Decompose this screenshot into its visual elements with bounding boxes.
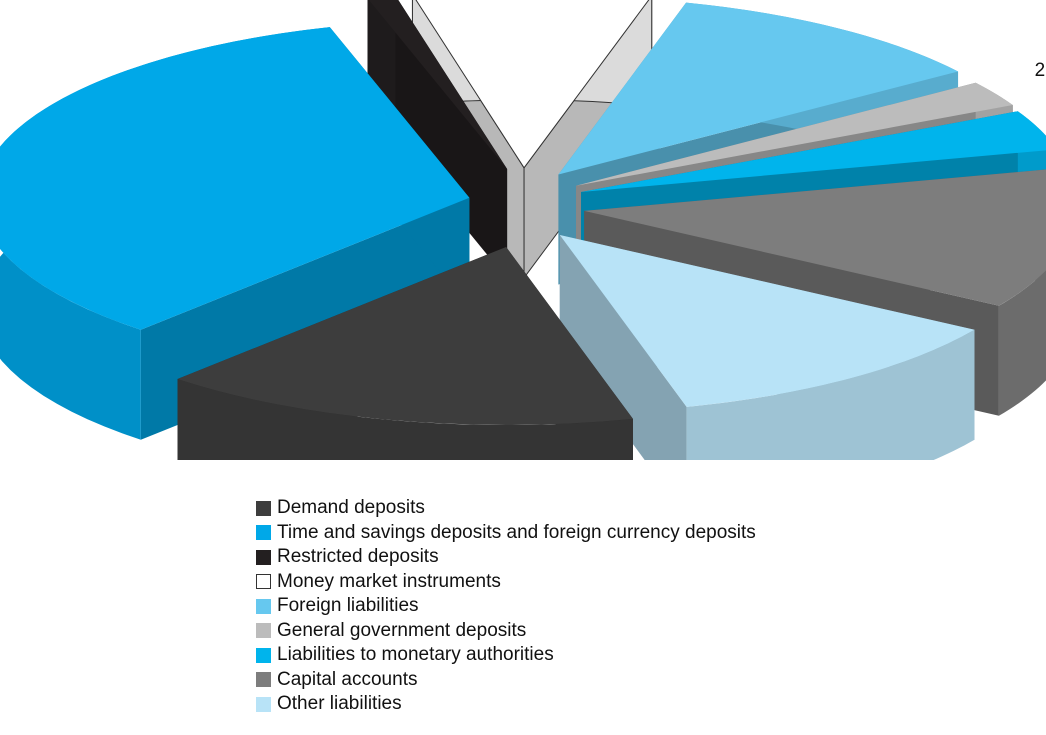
slice-other-liabilities (559, 234, 975, 460)
legend-label: Time and savings deposits and foreign cu… (277, 521, 756, 543)
legend-item-liabilities-to-monetary-authorities: Liabilities to monetary authorities (256, 643, 756, 668)
legend-label: Restricted deposits (277, 546, 439, 568)
legend: Demand deposits Time and savings deposits… (256, 496, 756, 717)
legend-item-general-government-deposits: General government deposits (256, 619, 756, 644)
legend-swatch (256, 623, 271, 639)
legend-label: Money market instruments (277, 570, 501, 592)
legend-item-foreign-liabilities: Foreign liabilities (256, 594, 756, 619)
legend-swatch (256, 696, 271, 712)
legend-item-other-liabilities: Other liabilities (256, 692, 756, 717)
legend-item-restricted-deposits: Restricted deposits (256, 545, 756, 570)
legend-swatch (256, 549, 271, 565)
legend-item-demand-deposits: Demand deposits (256, 496, 756, 521)
legend-swatch (256, 500, 271, 516)
pie-chart: 15.86%33.70%0.94%7.85%10.98%2.33%3.64%12… (0, 0, 1046, 460)
legend-swatch (256, 525, 271, 541)
legend-label: Capital accounts (277, 668, 418, 690)
legend-item-money-market-instruments: Money market instruments (256, 570, 756, 595)
legend-label: Demand deposits (277, 497, 425, 519)
legend-label: Foreign liabilities (277, 595, 419, 617)
slice-demand-deposits (177, 246, 633, 460)
legend-swatch (256, 672, 271, 688)
slice-restricted-deposits (367, 0, 508, 280)
legend-label: Liabilities to monetary authorities (277, 644, 554, 666)
data-label-general-government-deposits: 2.33% (1035, 60, 1046, 81)
legend-swatch (256, 647, 271, 663)
legend-swatch (256, 574, 271, 590)
legend-item-capital-accounts: Capital accounts (256, 668, 756, 693)
legend-swatch (256, 598, 271, 614)
legend-label: Other liabilities (277, 693, 402, 715)
legend-label: General government deposits (277, 619, 527, 641)
legend-item-time-and-savings-deposits-and-foreign-currency-deposits: Time and savings deposits and foreign cu… (256, 521, 756, 546)
data-label-foreign-liabilities: 10.98% (865, 0, 930, 2)
